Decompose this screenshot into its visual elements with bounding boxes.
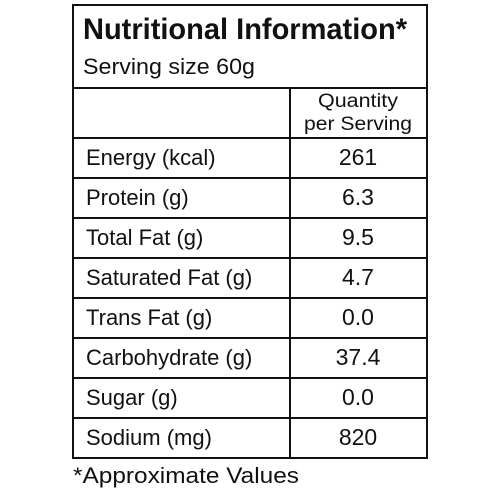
nutrient-name: Carbohydrate (g) <box>86 345 252 370</box>
nutrient-value: 37.4 <box>336 344 381 370</box>
nutrient-name: Trans Fat (g) <box>86 305 212 330</box>
nutrient-value: 4.7 <box>342 264 374 290</box>
footnote: *Approximate Values <box>73 463 299 488</box>
nutrient-name: Sugar (g) <box>86 385 178 410</box>
serving-size: Serving size 60g <box>83 54 255 79</box>
title: Nutritional Information* <box>83 13 407 46</box>
nutrient-name: Energy (kcal) <box>86 145 216 170</box>
nutrient-name: Sodium (mg) <box>86 425 212 450</box>
nutrient-value: 820 <box>339 424 377 450</box>
nutrient-value: 261 <box>339 144 377 170</box>
nutrient-name: Saturated Fat (g) <box>86 265 252 290</box>
column-header: Quantity <box>318 91 399 112</box>
nutrient-value: 6.3 <box>342 184 374 210</box>
nutrient-name: Protein (g) <box>86 185 189 210</box>
nutrient-value: 0.0 <box>342 384 374 410</box>
nutrient-value: 9.5 <box>342 224 374 250</box>
nutrient-value: 0.0 <box>342 304 374 330</box>
column-header: per Serving <box>304 114 412 135</box>
table-border <box>72 4 428 459</box>
nutrient-name: Total Fat (g) <box>86 225 203 250</box>
